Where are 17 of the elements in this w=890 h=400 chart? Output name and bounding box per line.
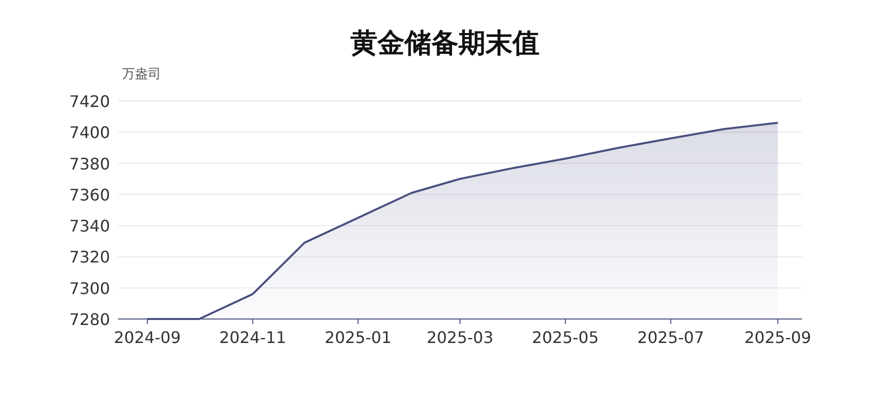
y-tick-label: 7320 xyxy=(69,248,110,267)
y-tick-label: 7340 xyxy=(69,216,110,236)
y-tick-label: 7300 xyxy=(69,278,110,298)
y-tick-label: 7420 xyxy=(69,92,110,111)
chart-title: 黄金储备期末值 xyxy=(350,28,540,59)
y-tick-label: 7360 xyxy=(69,185,110,204)
y-axis-title: 万盎司 xyxy=(122,67,161,82)
x-tick-label: 2025-03 xyxy=(426,328,494,347)
x-tick-label: 2024-09 xyxy=(114,328,181,347)
x-tick-label: 2025-01 xyxy=(324,328,392,347)
y-tick-label: 7380 xyxy=(69,154,110,174)
y-tick-label: 7280 xyxy=(69,310,110,329)
y-tick-label: 7400 xyxy=(69,123,110,142)
x-tick-label: 2025-07 xyxy=(637,328,704,347)
x-tick-label: 2025-09 xyxy=(744,328,812,347)
x-tick-label: 2024-11 xyxy=(219,328,286,347)
x-tick-label: 2025-05 xyxy=(532,328,599,347)
